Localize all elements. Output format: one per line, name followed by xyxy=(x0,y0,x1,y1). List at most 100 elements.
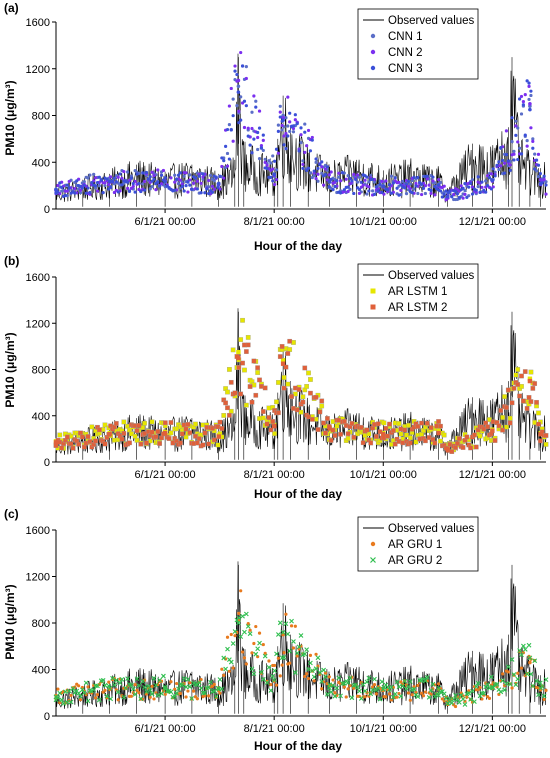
data-point xyxy=(407,679,413,685)
data-point xyxy=(445,447,450,452)
data-point xyxy=(449,449,455,455)
data-point xyxy=(381,420,387,426)
data-point xyxy=(298,633,304,638)
data-point xyxy=(538,178,542,182)
data-point xyxy=(314,176,318,181)
data-point xyxy=(355,684,360,690)
data-point xyxy=(348,684,352,688)
x-tick-label: 6/1/21 00:00 xyxy=(135,216,196,228)
data-point xyxy=(519,94,524,99)
data-point xyxy=(225,151,230,156)
data-point xyxy=(313,394,319,400)
data-point xyxy=(327,185,331,189)
data-point xyxy=(537,680,543,686)
data-point xyxy=(316,166,320,171)
data-point xyxy=(312,679,316,683)
panel-label: (c) xyxy=(4,507,19,521)
data-point xyxy=(147,687,153,693)
data-point xyxy=(345,436,351,441)
series-cnn-3 xyxy=(54,64,548,200)
data-point xyxy=(536,174,541,179)
data-point xyxy=(464,434,470,440)
data-point xyxy=(113,677,119,683)
data-point xyxy=(476,175,480,179)
data-point xyxy=(314,160,318,164)
data-point xyxy=(225,405,230,411)
data-point xyxy=(213,694,219,699)
data-point xyxy=(420,691,424,695)
data-point xyxy=(516,671,520,675)
data-point xyxy=(436,682,441,686)
data-point xyxy=(182,189,186,193)
data-point xyxy=(214,176,218,180)
data-point xyxy=(408,187,412,191)
data-point xyxy=(542,697,546,702)
data-point xyxy=(205,187,209,191)
data-point xyxy=(284,131,288,136)
data-point xyxy=(255,365,261,371)
data-point xyxy=(230,347,236,353)
data-point xyxy=(58,181,62,185)
data-point xyxy=(523,133,527,137)
data-point xyxy=(323,430,328,436)
data-point xyxy=(266,665,272,670)
data-point xyxy=(87,439,93,445)
data-point xyxy=(229,86,233,91)
data-point xyxy=(531,146,535,150)
data-point xyxy=(202,690,208,696)
data-point xyxy=(132,433,138,439)
data-point xyxy=(56,687,60,691)
data-point xyxy=(323,674,328,680)
data-point xyxy=(335,179,339,183)
data-point xyxy=(184,184,188,188)
data-point xyxy=(159,691,164,696)
data-point xyxy=(421,694,426,698)
data-point xyxy=(274,651,279,657)
data-point xyxy=(260,415,266,421)
data-point xyxy=(299,133,303,137)
data-point xyxy=(84,191,88,195)
data-point xyxy=(178,178,182,182)
data-point xyxy=(64,699,70,705)
data-point xyxy=(196,436,202,442)
data-point xyxy=(150,179,154,183)
data-point xyxy=(222,159,226,163)
data-point xyxy=(516,157,520,162)
y-axis-label: PM10 (μg/m³) xyxy=(3,584,17,659)
data-point xyxy=(128,682,134,688)
data-point xyxy=(451,697,457,702)
data-point xyxy=(530,683,536,689)
data-point xyxy=(303,150,307,154)
data-point xyxy=(380,179,384,183)
data-point xyxy=(276,656,280,660)
data-point xyxy=(66,688,72,694)
data-point xyxy=(455,441,460,446)
data-point xyxy=(222,176,226,180)
data-point xyxy=(238,391,244,397)
data-point xyxy=(273,182,277,187)
data-point xyxy=(527,97,531,102)
data-point xyxy=(507,415,513,421)
data-point xyxy=(499,164,503,168)
data-point xyxy=(174,690,180,696)
data-point xyxy=(187,684,193,690)
data-point xyxy=(93,696,98,700)
data-point xyxy=(95,683,100,689)
data-point xyxy=(301,166,305,170)
data-point xyxy=(274,683,279,687)
data-point xyxy=(265,163,269,167)
data-point xyxy=(543,442,549,447)
data-point xyxy=(515,367,521,372)
data-point xyxy=(257,640,262,646)
panel-a: (a) PM10 (μg/m³) Hour of the day 0 400 800… xyxy=(3,1,548,253)
data-point xyxy=(95,180,100,185)
data-point xyxy=(272,431,277,436)
data-point xyxy=(176,182,181,186)
data-point xyxy=(357,175,362,179)
data-point xyxy=(355,173,360,177)
data-point xyxy=(372,192,377,196)
data-point xyxy=(281,385,287,391)
data-point xyxy=(365,175,369,179)
data-point xyxy=(460,445,466,450)
